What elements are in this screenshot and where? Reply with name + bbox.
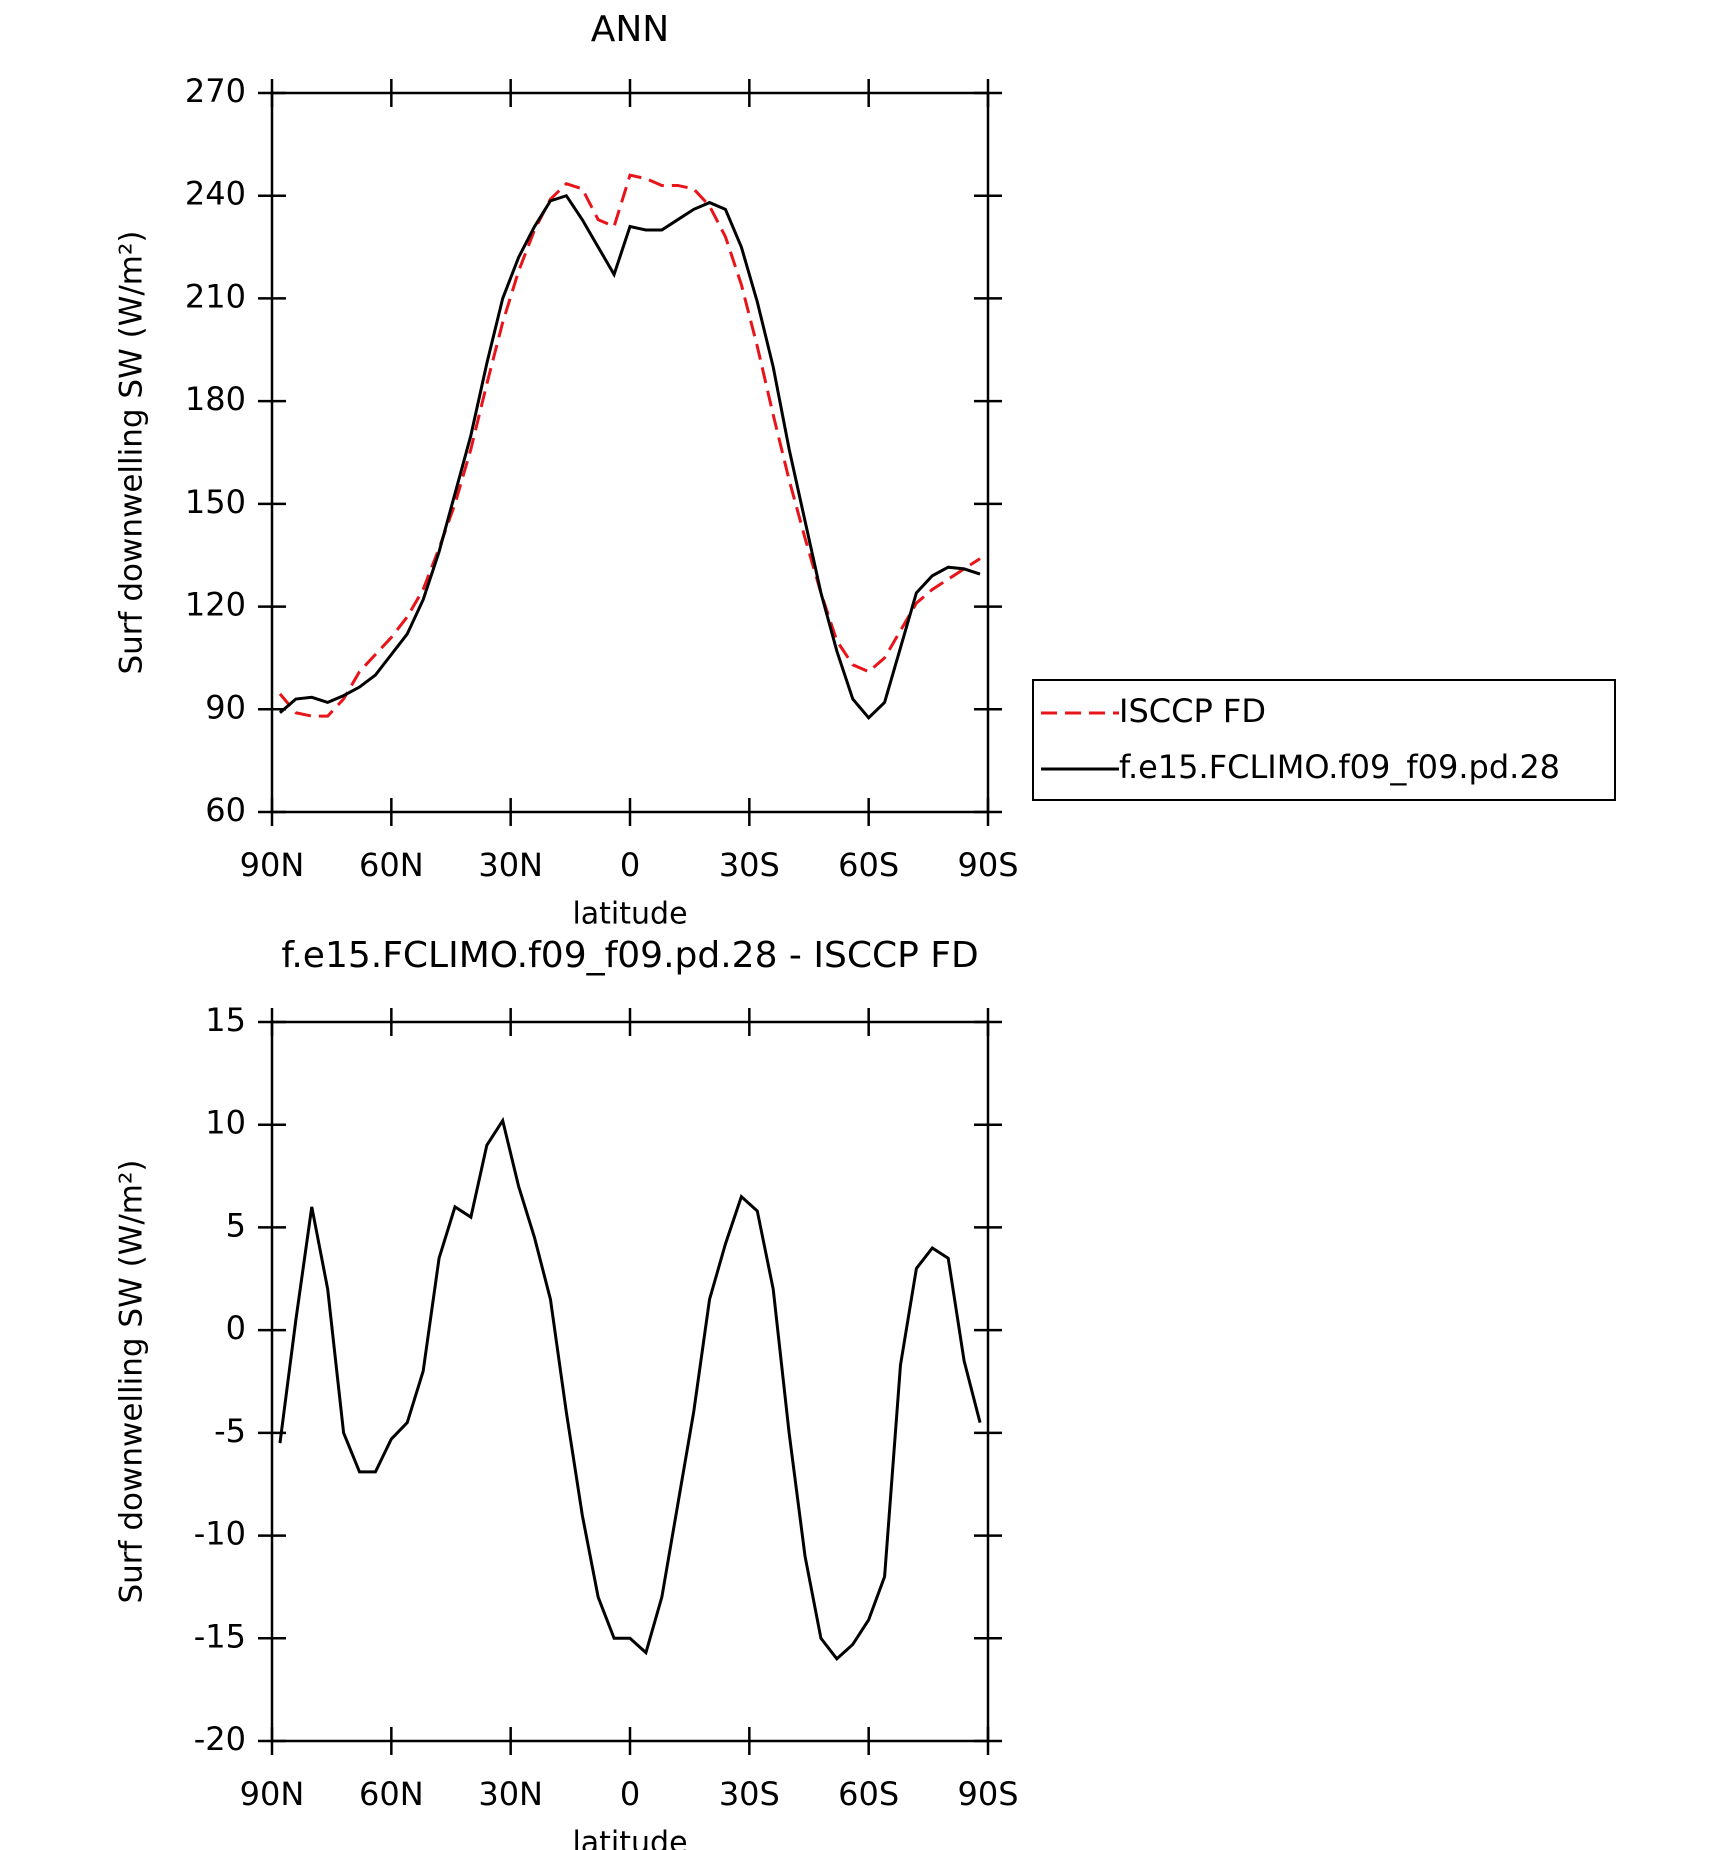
y-tick-label: 90 bbox=[205, 688, 246, 726]
legend-frame bbox=[1032, 679, 1616, 801]
y-tick-label: -5 bbox=[214, 1412, 246, 1450]
chart-title: ANN bbox=[591, 9, 670, 50]
x-tick-label: 60S bbox=[838, 1775, 899, 1813]
data-line bbox=[278, 173, 981, 718]
y-tick-label: 10 bbox=[205, 1104, 246, 1142]
x-tick-label: 0 bbox=[620, 1775, 640, 1813]
y-tick-label: 60 bbox=[205, 791, 246, 829]
y-tick-label: -10 bbox=[194, 1515, 246, 1553]
x-tick-label: 30N bbox=[478, 846, 543, 884]
y-tick-label: -15 bbox=[194, 1617, 246, 1655]
x-tick-label: 90S bbox=[957, 1775, 1018, 1813]
x-tick-label: 90N bbox=[240, 846, 305, 884]
plot-frame bbox=[270, 91, 990, 814]
y-tick-label: -20 bbox=[194, 1720, 246, 1758]
data-line bbox=[278, 1116, 982, 1662]
x-tick-label: 90S bbox=[957, 846, 1018, 884]
legend-label: f.e15.FCLIMO.f09_f09.pd.28 bbox=[1119, 748, 1560, 786]
y-tick-label: 0 bbox=[226, 1309, 246, 1347]
plot-frame bbox=[270, 1020, 990, 1743]
y-axis-label: Surf downwelling SW (W/m²) bbox=[114, 1159, 150, 1603]
x-tick-label: 30N bbox=[478, 1775, 543, 1813]
x-tick-label: 60N bbox=[359, 846, 424, 884]
y-tick-label: 120 bbox=[185, 586, 246, 624]
data-line bbox=[278, 193, 981, 721]
x-tick-label: 90N bbox=[240, 1775, 305, 1813]
y-tick-label: 210 bbox=[185, 277, 246, 315]
x-axis-label: latitude bbox=[572, 897, 687, 932]
x-tick-label: 60S bbox=[838, 846, 899, 884]
x-tick-label: 30S bbox=[719, 1775, 780, 1813]
x-tick-label: 0 bbox=[620, 846, 640, 884]
legend-label: ISCCP FD bbox=[1119, 692, 1266, 730]
y-tick-label: 180 bbox=[185, 380, 246, 418]
y-axis-label: Surf downwelling SW (W/m²) bbox=[114, 230, 150, 674]
x-tick-label: 60N bbox=[359, 1775, 424, 1813]
x-tick-label: 30S bbox=[719, 846, 780, 884]
y-tick-label: 270 bbox=[185, 72, 246, 110]
chart-title: f.e15.FCLIMO.f09_f09.pd.28 - ISCCP FD bbox=[281, 935, 978, 976]
y-tick-label: 5 bbox=[226, 1206, 246, 1244]
y-tick-label: 15 bbox=[205, 1001, 246, 1039]
x-axis-label: latitude bbox=[572, 1826, 687, 1850]
y-tick-label: 240 bbox=[185, 175, 246, 213]
y-tick-label: 150 bbox=[185, 483, 246, 521]
